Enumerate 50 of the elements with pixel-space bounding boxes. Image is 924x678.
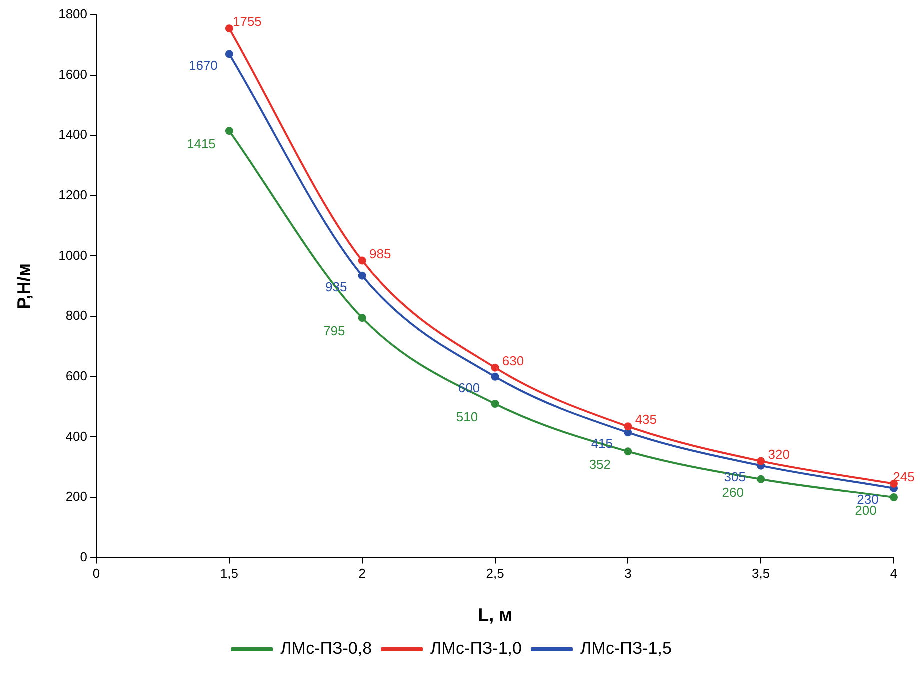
y-tick-label: 0 [80, 549, 88, 564]
y-tick-label: 200 [66, 489, 88, 504]
point [757, 475, 766, 484]
x-tick-label: 0 [92, 566, 100, 582]
x-tick-label: 2,5 [486, 566, 504, 582]
point [757, 457, 766, 466]
point [358, 314, 366, 322]
point [491, 364, 500, 372]
data-label: 260 [722, 484, 744, 500]
data-label: 245 [893, 469, 915, 484]
data-label: 352 [589, 457, 612, 472]
point [225, 24, 234, 33]
point [624, 448, 632, 456]
data-label: 630 [502, 353, 524, 368]
y-tick-label: 1000 [58, 248, 88, 263]
data-label: 1670 [188, 58, 218, 73]
point [624, 428, 632, 437]
point [358, 256, 366, 265]
legend-label: ЛМс-ПЗ-1,0 [430, 639, 522, 658]
legend-label: ЛМс-ПЗ-1,5 [580, 639, 672, 658]
y-tick-label: 600 [66, 368, 88, 384]
point [358, 272, 366, 280]
data-label: 435 [635, 412, 658, 428]
x-tick-label: 3,5 [752, 566, 770, 582]
point [890, 493, 898, 502]
data-label: 320 [768, 446, 790, 462]
point [624, 422, 632, 431]
data-label: 510 [456, 410, 478, 425]
point [225, 127, 234, 136]
point [491, 400, 500, 408]
x-tick-label: 1,5 [220, 566, 238, 582]
point [491, 372, 500, 381]
point [225, 50, 234, 58]
y-tick-label: 1200 [58, 188, 88, 203]
data-label: 1415 [186, 136, 216, 152]
data-label: 200 [855, 503, 877, 518]
data-label: 795 [323, 324, 346, 339]
x-tick-label: 4 [890, 566, 898, 582]
legend-label: ЛМс-ПЗ-0,8 [280, 639, 372, 658]
x-axis-title: L, м [478, 605, 512, 626]
data-label: 985 [369, 246, 392, 262]
y-tick-label: 400 [66, 428, 88, 444]
x-tick-label: 3 [624, 566, 632, 582]
y-tick-label: 800 [66, 308, 88, 324]
y-tick-label: 1600 [58, 66, 88, 82]
y-tick-label: 1800 [58, 6, 88, 22]
y-tick-label: 1400 [58, 127, 88, 142]
y-axis-title: P,Н/м [14, 263, 34, 310]
data-label: 1755 [232, 14, 262, 30]
x-tick-label: 2 [358, 566, 366, 582]
